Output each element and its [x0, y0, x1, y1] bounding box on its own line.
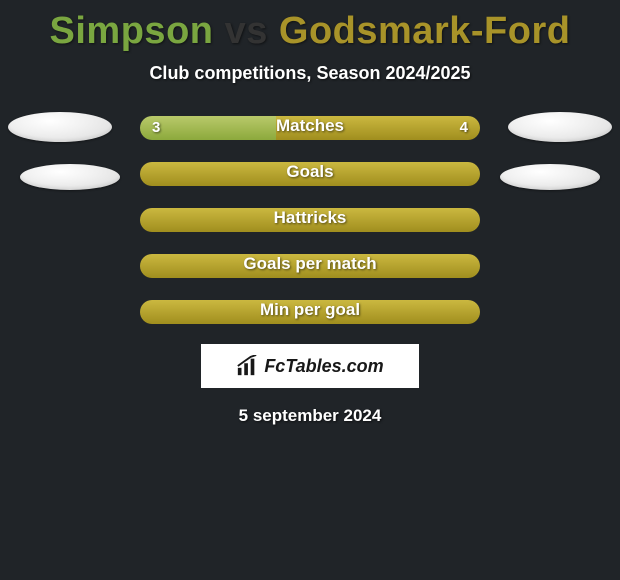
comparison-chart: 3 4 Matches Goals Hattricks [0, 116, 620, 324]
bar-track: Hattricks [140, 208, 480, 232]
date-label: 5 september 2024 [239, 406, 382, 426]
title-vs: vs [225, 10, 268, 52]
title-player-left: Simpson [50, 10, 214, 52]
subtitle: Club competitions, Season 2024/2025 [149, 63, 470, 84]
stat-row-goals: Goals [0, 162, 620, 186]
bar-right [276, 116, 480, 140]
bar-right [140, 300, 480, 324]
stat-row-min-per-goal: Min per goal [0, 300, 620, 324]
stat-row-goals-per-match: Goals per match [0, 254, 620, 278]
bar-track: Goals [140, 162, 480, 186]
stat-row-matches: 3 4 Matches [0, 116, 620, 140]
bar-track: Goals per match [140, 254, 480, 278]
page-title: Simpson vs Godsmark-Ford [50, 10, 571, 53]
bar-track: Min per goal [140, 300, 480, 324]
bar-track: 3 4 Matches [140, 116, 480, 140]
bar-left [140, 116, 276, 140]
brand-badge: FcTables.com [201, 344, 419, 388]
bar-right [140, 208, 480, 232]
bar-chart-icon [236, 355, 258, 377]
bar-right [140, 162, 480, 186]
title-player-right: Godsmark-Ford [279, 10, 571, 52]
infographic: Simpson vs Godsmark-Ford Club competitio… [0, 0, 620, 580]
stat-row-hattricks: Hattricks [0, 208, 620, 232]
brand-text: FcTables.com [264, 356, 383, 377]
bar-right [140, 254, 480, 278]
